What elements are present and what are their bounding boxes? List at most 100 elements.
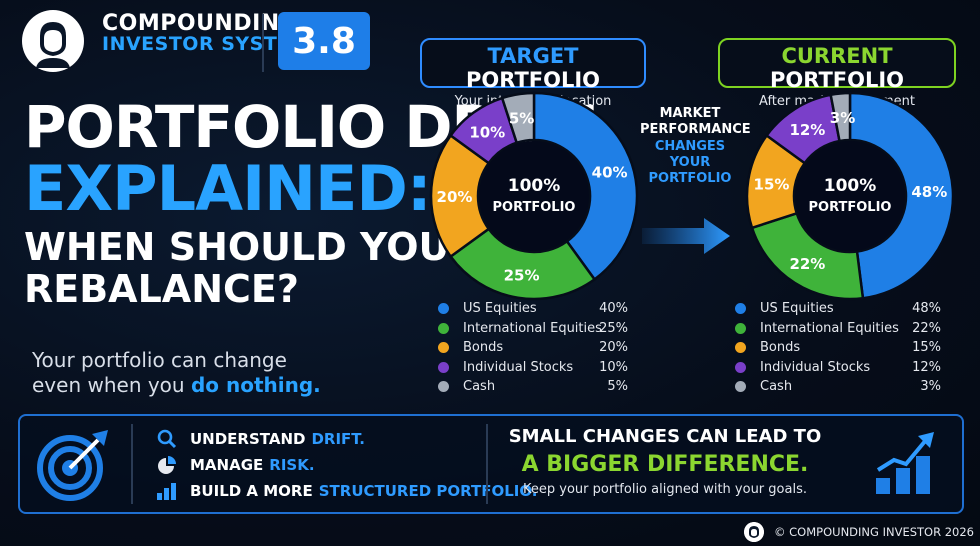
legend-pct: 12% xyxy=(912,359,941,375)
subtitle: Your portfolio can change even when you … xyxy=(32,348,321,398)
subtitle-line1: Your portfolio can change xyxy=(32,348,287,372)
legend-item: Bonds 15% xyxy=(735,338,941,358)
legend-item: US Equities 40% xyxy=(438,299,628,319)
legend-item: Cash 5% xyxy=(438,377,628,397)
legend-dot xyxy=(438,381,449,393)
legend-label: International Equities xyxy=(463,320,602,336)
mid-line4: YOUR xyxy=(669,154,711,170)
legend-item: Cash 3% xyxy=(735,377,941,397)
legend-pct: 48% xyxy=(912,301,941,317)
header-divider xyxy=(262,14,264,72)
legend-pct: 15% xyxy=(912,340,941,356)
current-center-line2: PORTFOLIO xyxy=(809,200,892,215)
legend-pct: 40% xyxy=(599,301,628,317)
takeaway3-highlight: STRUCTURED PORTFOLIO. xyxy=(318,482,538,500)
current-slice-label: 22% xyxy=(789,255,825,273)
current-slice-label: 3% xyxy=(830,109,855,127)
target-center-line2: PORTFOLIO xyxy=(493,200,576,215)
legend-dot xyxy=(438,322,449,334)
legend-label: Bonds xyxy=(463,340,504,356)
legend-item: Individual Stocks 10% xyxy=(438,358,628,378)
current-slice-us-equities xyxy=(848,91,955,300)
target-slice-label: 40% xyxy=(592,163,628,181)
legend-label: US Equities xyxy=(760,301,834,317)
legend-pct: 3% xyxy=(920,379,941,395)
legend-dot xyxy=(438,303,449,315)
current-heading: CURRENT PORTFOLIO xyxy=(720,44,954,92)
takeaway-build: BUILD A MORE STRUCTURED PORTFOLIO. xyxy=(156,481,538,501)
legend-item: International Equities 25% xyxy=(438,319,628,339)
takeaway1-prefix: UNDERSTAND xyxy=(190,430,306,448)
investor-avatar-icon xyxy=(23,11,83,71)
legend-item: International Equities 22% xyxy=(735,319,941,339)
target-icon xyxy=(37,430,108,501)
legend-dot xyxy=(735,303,746,315)
title-line4: REBALANCE? xyxy=(24,267,299,311)
legend-dot xyxy=(735,361,746,373)
takeaway1-highlight: DRIFT. xyxy=(311,430,365,448)
current-center-line1: 100% xyxy=(824,176,877,196)
cta-line1: SMALL CHANGES CAN LEAD TO xyxy=(508,426,822,447)
target-donut-hole xyxy=(479,141,589,251)
current-slice-label: 12% xyxy=(789,121,825,139)
target-portfolio-header: TARGET PORTFOLIO Your intended allocatio… xyxy=(420,38,646,109)
pie-icon xyxy=(158,456,176,474)
legend-label: US Equities xyxy=(463,301,537,317)
legend-label: Individual Stocks xyxy=(760,359,871,375)
target-heading: TARGET PORTFOLIO xyxy=(422,44,644,92)
legend-item: Bonds 20% xyxy=(438,338,628,358)
legend-label: International Equities xyxy=(760,320,899,336)
target-slice-label: 25% xyxy=(504,267,540,285)
legend-pct: 5% xyxy=(607,379,628,395)
current-heading-word2: PORTFOLIO xyxy=(769,68,905,92)
target-slice-international-equities xyxy=(448,227,597,301)
legend-dot xyxy=(735,381,746,393)
current-slice-label: 48% xyxy=(911,183,947,201)
subtitle-line2-prefix: even when you xyxy=(32,373,191,397)
legend-dot xyxy=(438,361,449,373)
current-portfolio-header: CURRENT PORTFOLIO After market movement xyxy=(718,38,956,109)
mid-line1: MARKET xyxy=(659,106,721,121)
target-heading-word1: TARGET xyxy=(487,44,579,68)
panel-divider xyxy=(131,424,133,504)
legend-pct: 10% xyxy=(599,359,628,375)
bar-chart-icon xyxy=(157,483,176,500)
brand-line1: COMPOUNDING xyxy=(102,11,299,36)
mid-line3: CHANGES xyxy=(654,138,726,154)
takeaway2-highlight: RISK. xyxy=(269,456,315,474)
legend-dot xyxy=(438,342,449,354)
takeaway-understand: UNDERSTAND DRIFT. xyxy=(156,429,365,449)
current-slice-label: 15% xyxy=(754,176,790,194)
episode-badge: 3.8 xyxy=(278,12,370,70)
target-slice-label: 5% xyxy=(509,109,534,127)
current-slice-cash xyxy=(829,91,852,143)
market-performance-note: MARKET PERFORMANCE CHANGES YOUR PORTFOLI… xyxy=(640,106,751,187)
subtitle-highlight: do nothing. xyxy=(190,373,321,397)
cta-line3: Keep your portfolio aligned with your go… xyxy=(523,482,807,497)
legend-label: Cash xyxy=(463,379,496,395)
target-slice-label: 20% xyxy=(437,188,473,206)
legend-item: US Equities 48% xyxy=(735,299,941,319)
growth-chart-icon xyxy=(876,432,934,494)
takeaway-manage: MANAGE RISK. xyxy=(156,455,315,475)
target-slice-cash xyxy=(500,91,536,145)
footer-logo-icon xyxy=(744,522,764,542)
current-donut-hole xyxy=(795,141,905,251)
mid-line5: PORTFOLIO xyxy=(648,171,732,186)
right-arrow-icon xyxy=(642,218,730,254)
footer: © COMPOUNDING INVESTOR 2026 xyxy=(744,522,974,542)
target-heading-word2: PORTFOLIO xyxy=(465,68,601,92)
page-title: PORTFOLIO DRIFT EXPLAINED: WHEN SHOULD Y… xyxy=(24,98,594,311)
brand-line2: INVESTOR SYSTEM xyxy=(102,33,311,56)
takeaway3-prefix: BUILD A MORE xyxy=(190,482,313,500)
current-heading-word1: CURRENT xyxy=(781,44,893,68)
mid-line2: PERFORMANCE xyxy=(640,122,751,138)
title-line3: WHEN SHOULD YOU xyxy=(24,225,450,269)
takeaway2-prefix: MANAGE xyxy=(190,456,264,474)
legend-pct: 22% xyxy=(912,320,941,336)
panel-divider xyxy=(486,424,488,504)
target-legend: US Equities 40% International Equities 25%… xyxy=(438,299,628,397)
target-donut-chart: 40% 25% 20% 10%5% 100% PORTFOLIO xyxy=(429,91,639,301)
legend-dot xyxy=(735,342,746,354)
current-legend: US Equities 48% International Equities 22%… xyxy=(735,299,941,397)
